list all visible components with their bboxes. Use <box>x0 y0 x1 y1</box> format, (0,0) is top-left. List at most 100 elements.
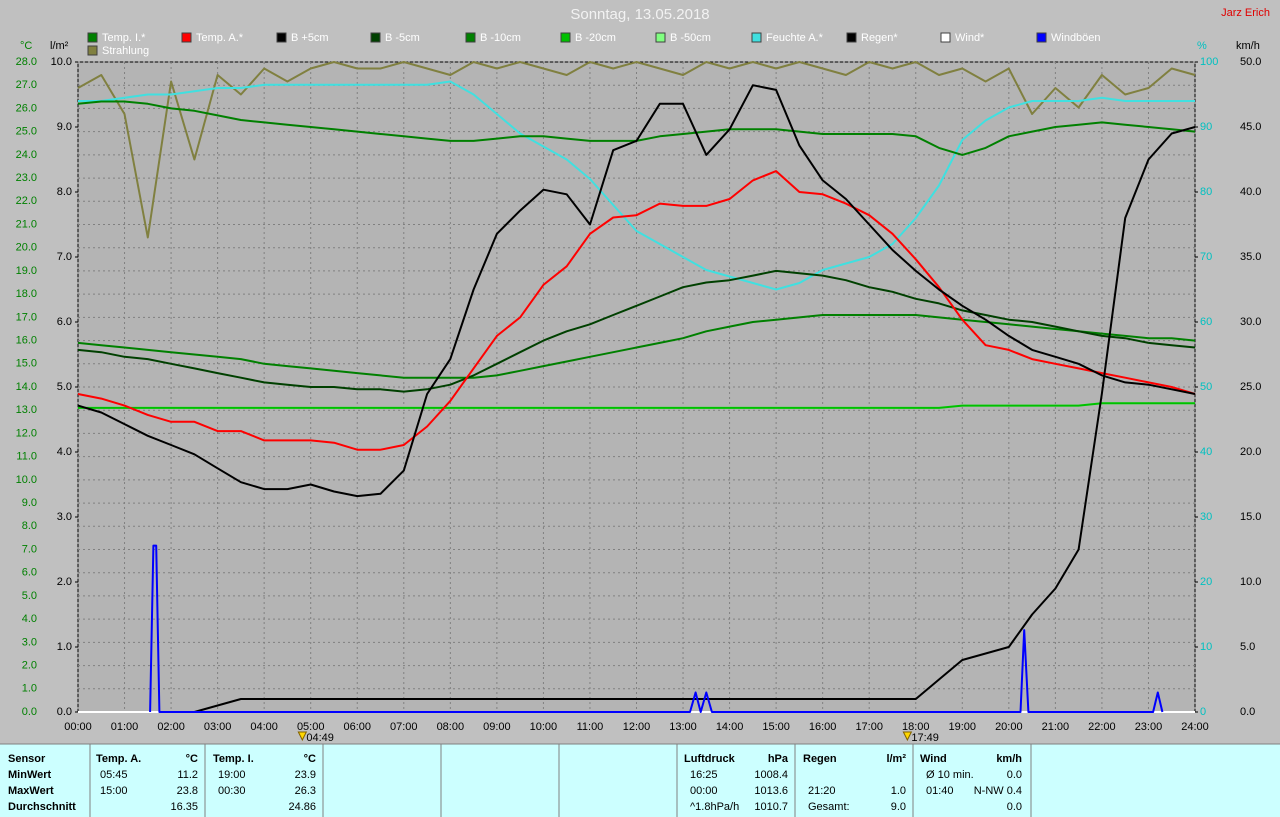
table-header-unit: l/m² <box>886 753 906 765</box>
table-cell: 1013.6 <box>754 785 788 797</box>
table-row-label: MaxWert <box>8 785 54 797</box>
series-line <box>77 314 1196 379</box>
y-tick-label: 30.0 <box>1240 316 1261 328</box>
y-tick-label: 40.0 <box>1240 186 1261 198</box>
table-cell: 1010.7 <box>754 801 788 813</box>
y-tick-label: 20.0 <box>1240 446 1261 458</box>
legend-label: B +5cm <box>291 32 329 44</box>
y-tick-label: 10.0 <box>1240 576 1261 588</box>
legend-swatch <box>560 32 571 43</box>
table-cell: 9.0 <box>891 801 906 813</box>
y-tick-label: 11.0 <box>16 451 37 463</box>
legend-swatch <box>87 32 98 43</box>
y-tick-label: 40 <box>1200 446 1212 458</box>
table-header: Temp. A. <box>96 753 141 765</box>
y-tick-label: 35.0 <box>1240 251 1261 263</box>
y-tick-label: 4.0 <box>22 613 37 625</box>
legend-swatch <box>370 32 381 43</box>
sun-label: 17:49 <box>911 732 939 744</box>
table-cell: 21:20 <box>808 785 836 797</box>
y-tick-label: 60 <box>1200 316 1212 328</box>
legend-label: Strahlung <box>102 45 149 57</box>
y-tick-label: 9.0 <box>57 121 72 133</box>
x-tick-label: 13:00 <box>669 721 697 733</box>
table-cell: 0.0 <box>1007 801 1022 813</box>
table-cell: 05:45 <box>100 769 128 781</box>
x-tick-label: 06:00 <box>343 721 371 733</box>
legend-swatch <box>181 32 192 43</box>
y-tick-label: 8.0 <box>57 186 72 198</box>
y2-axis-unit: l/m² <box>50 40 69 52</box>
y-tick-label: 17.0 <box>16 311 37 323</box>
x-tick-label: 16:00 <box>809 721 837 733</box>
legend-swatch <box>1036 32 1047 43</box>
y-tick-label: 10.0 <box>51 56 72 68</box>
y-tick-label: 50 <box>1200 381 1212 393</box>
table-cell: 24.86 <box>288 801 316 813</box>
x-tick-label: 01:00 <box>111 721 139 733</box>
y-axis-unit: °C <box>20 40 32 52</box>
table-cell: 16:25 <box>690 769 718 781</box>
sun-marker <box>902 731 913 742</box>
y3-axis-unit: % <box>1197 40 1207 52</box>
sun-marker <box>297 731 308 742</box>
table-row-label: Durchschnitt <box>8 801 76 813</box>
y-tick-label: 1.0 <box>22 683 37 695</box>
x-tick-label: 18:00 <box>902 721 930 733</box>
table-cell: 19:00 <box>218 769 246 781</box>
y-tick-label: 50.0 <box>1240 56 1261 68</box>
x-tick-label: 22:00 <box>1088 721 1116 733</box>
y-tick-label: 0.0 <box>1240 706 1255 718</box>
y-tick-label: 30 <box>1200 511 1212 523</box>
x-tick-label: 17:00 <box>855 721 883 733</box>
x-tick-label: 11:00 <box>577 721 604 733</box>
table-cell: 0.0 <box>1007 769 1022 781</box>
table-cell: 11.2 <box>177 769 198 781</box>
y-tick-label: 0 <box>1200 706 1206 718</box>
y-tick-label: 5.0 <box>57 381 72 393</box>
table-cell: 01:40 <box>926 785 954 797</box>
y-tick-label: 6.0 <box>57 316 72 328</box>
legend-swatch <box>846 32 857 43</box>
legend-label: Temp. I.* <box>102 32 146 44</box>
table-header-unit: °C <box>304 753 316 765</box>
y-tick-label: 18.0 <box>16 288 37 300</box>
table-cell: 26.3 <box>295 785 316 797</box>
series-line <box>78 80 1195 291</box>
table-header: Temp. I. <box>213 753 254 765</box>
y-tick-label: 0.0 <box>22 706 37 718</box>
table-cell: 1008.4 <box>754 769 788 781</box>
x-tick-label: 05:00 <box>297 721 325 733</box>
y-tick-label: 14.0 <box>16 381 37 393</box>
sun-label: 04:49 <box>306 732 334 744</box>
table-row-label: MinWert <box>8 769 52 781</box>
x-tick-label: 04:00 <box>250 721 278 733</box>
series-line <box>78 126 1196 713</box>
y-tick-label: 25.0 <box>16 126 37 138</box>
table-cell: N-NW 0.4 <box>974 785 1022 797</box>
table-header-unit: km/h <box>996 753 1022 765</box>
y-tick-label: 2.0 <box>57 576 72 588</box>
y-tick-label: 2.0 <box>22 659 37 671</box>
y-tick-label: 23.0 <box>16 172 37 184</box>
table-header: Luftdruck <box>684 753 736 765</box>
y-tick-label: 80 <box>1200 186 1212 198</box>
x-tick-label: 07:00 <box>390 721 418 733</box>
legend-label: B -20cm <box>575 32 616 44</box>
y-tick-label: 24.0 <box>16 149 37 161</box>
x-tick-label: 15:00 <box>762 721 790 733</box>
x-tick-label: 10:00 <box>530 721 558 733</box>
legend-label: Regen* <box>861 32 898 44</box>
legend-swatch <box>87 45 98 56</box>
legend-swatch <box>655 32 666 43</box>
y-tick-label: 15.0 <box>1240 511 1261 523</box>
x-tick-label: 09:00 <box>483 721 511 733</box>
x-tick-label: 20:00 <box>995 721 1023 733</box>
table-cell: 00:00 <box>690 785 718 797</box>
y-tick-label: 45.0 <box>1240 121 1261 133</box>
table-header: Wind <box>920 753 947 765</box>
y-tick-label: 20.0 <box>16 242 37 254</box>
legend-label: Temp. A.* <box>196 32 244 44</box>
y-tick-label: 100 <box>1200 56 1218 68</box>
